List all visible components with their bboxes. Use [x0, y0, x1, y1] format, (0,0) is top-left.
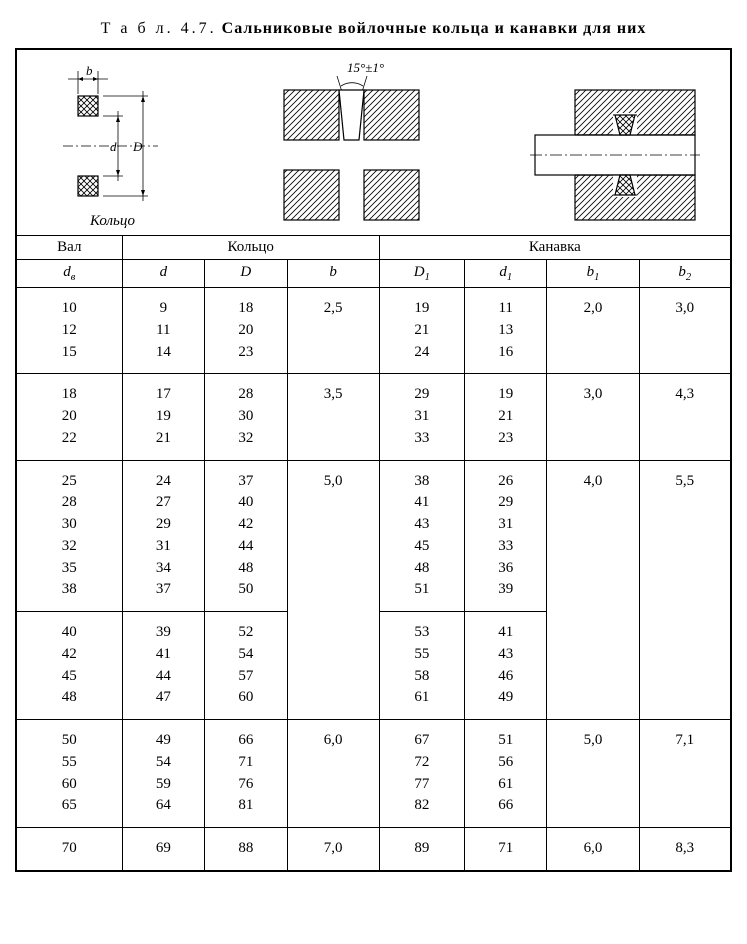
table-cell: 91114	[122, 288, 204, 374]
dim-b: b	[86, 63, 93, 78]
diagram-groove-section: 15°±1° points="115,110 130,110 135,160 1…	[229, 60, 479, 230]
data-table: Вал Кольцо Канавка dв d D b D1 d1 b1 b2 …	[17, 236, 730, 870]
table-cell: 40424548	[17, 612, 122, 720]
diagram-installed	[530, 80, 700, 230]
diagram-ring: b d D Кольцо	[48, 61, 178, 230]
header-row-cols: dв d D b D1 d1 b1 b2	[17, 260, 730, 288]
table-cell: 3,0	[547, 374, 639, 460]
table-cell: 182022	[17, 374, 122, 460]
dim-D: D	[132, 139, 143, 154]
table-cell: 192123	[464, 374, 546, 460]
table-cell	[287, 612, 379, 720]
table-cell: 6,0	[547, 828, 639, 870]
table-row: 404245483941444752545760 5355586141434649	[17, 612, 730, 720]
table-cell: 8,3	[639, 828, 730, 870]
table-cell: 374042444850	[205, 460, 287, 612]
col-b2: b2	[639, 260, 730, 288]
title-label: Т а б л. 4.7.	[101, 20, 217, 37]
table-cell: 283032	[205, 374, 287, 460]
title-text: Сальниковые войлочные кольца и канавки д…	[222, 20, 647, 37]
header-row-groups: Вал Кольцо Канавка	[17, 236, 730, 260]
table-title: Т а б л. 4.7. Сальниковые войлочные коль…	[15, 20, 732, 38]
table-cell: 262931333639	[464, 460, 546, 612]
table-cell: 6,0	[287, 720, 379, 828]
diagram-caption: Кольцо	[48, 213, 178, 230]
table-cell	[547, 612, 639, 720]
table-cell: 242729313437	[122, 460, 204, 612]
table-body: 101215911141820232,51921241113162,03,018…	[17, 288, 730, 870]
table-cell	[639, 612, 730, 720]
table-cell: 67727782	[379, 720, 464, 828]
table-cell: 4,0	[547, 460, 639, 612]
table-cell: 3,0	[639, 288, 730, 374]
table-cell: 53555861	[379, 612, 464, 720]
table-cell: 384143454851	[379, 460, 464, 612]
col-dv: dв	[17, 260, 122, 288]
dim-d: d	[110, 139, 117, 154]
table-cell: 252830323538	[17, 460, 122, 612]
table-cell: 52545760	[205, 612, 287, 720]
table-cell: 192124	[379, 288, 464, 374]
table-cell: 50556065	[17, 720, 122, 828]
table-cell: 66717681	[205, 720, 287, 828]
table-row: 1820221719212830323,52931331921233,04,3	[17, 374, 730, 460]
col-D: D	[205, 260, 287, 288]
table-cell: 171921	[122, 374, 204, 460]
table-row: 2528303235382427293134373740424448505,03…	[17, 460, 730, 612]
table-cell: 101215	[17, 288, 122, 374]
table-cell: 4,3	[639, 374, 730, 460]
col-d: d	[122, 260, 204, 288]
table-cell: 41434649	[464, 612, 546, 720]
table-cell: 51566166	[464, 720, 546, 828]
table-cell: 5,0	[547, 720, 639, 828]
table-cell: 89	[379, 828, 464, 870]
table-cell: 71	[464, 828, 546, 870]
table-row: 101215911141820232,51921241113162,03,0	[17, 288, 730, 374]
table-cell: 2,0	[547, 288, 639, 374]
table-cell: 3,5	[287, 374, 379, 460]
table-frame: b d D Кольцо 15°±1°	[15, 48, 732, 872]
table-cell: 7,1	[639, 720, 730, 828]
table-cell: 5,0	[287, 460, 379, 612]
col-b1: b1	[547, 260, 639, 288]
table-row: 5055606549545964667176816,06772778251566…	[17, 720, 730, 828]
diagram-row: b d D Кольцо 15°±1°	[17, 50, 730, 236]
table-cell: 2,5	[287, 288, 379, 374]
col-d1: d1	[464, 260, 546, 288]
dim-angle: 15°±1°	[347, 60, 384, 75]
table-cell: 182023	[205, 288, 287, 374]
header-groove: Канавка	[379, 236, 730, 260]
table-cell: 293133	[379, 374, 464, 460]
table-cell: 7,0	[287, 828, 379, 870]
header-shaft: Вал	[17, 236, 122, 260]
table-cell: 88	[205, 828, 287, 870]
table-cell: 70	[17, 828, 122, 870]
header-ring: Кольцо	[122, 236, 379, 260]
col-b: b	[287, 260, 379, 288]
table-cell: 69	[122, 828, 204, 870]
table-cell: 49545964	[122, 720, 204, 828]
col-D1: D1	[379, 260, 464, 288]
table-cell: 39414447	[122, 612, 204, 720]
table-cell: 5,5	[639, 460, 730, 612]
table-cell: 111316	[464, 288, 546, 374]
table-row: 7069887,089716,08,3	[17, 828, 730, 870]
